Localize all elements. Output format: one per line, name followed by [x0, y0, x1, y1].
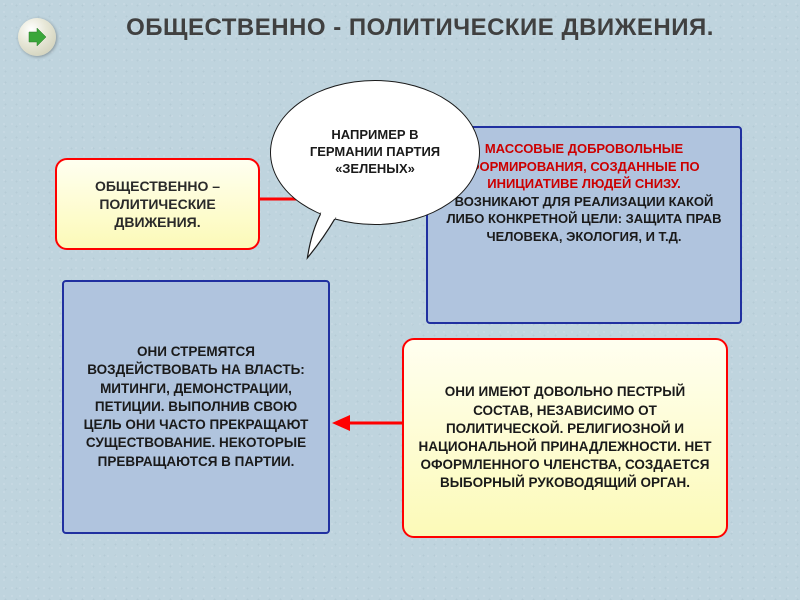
box-definition-label: ОБЩЕСТВЕННО – ПОЛИТИЧЕСКИЕ ДВИЖЕНИЯ.: [55, 158, 260, 250]
callout-example: НАПРИМЕР В ГЕРМАНИИ ПАРТИЯ «ЗЕЛЕНЫХ»: [270, 80, 480, 225]
box-composition: ОНИ ИМЕЮТ ДОВОЛЬНО ПЕСТРЫЙ СОСТАВ, НЕЗАВ…: [402, 338, 728, 538]
nav-next-button[interactable]: [18, 18, 56, 56]
callout-bubble: НАПРИМЕР В ГЕРМАНИИ ПАРТИЯ «ЗЕЛЕНЫХ»: [270, 80, 480, 225]
page-title: ОБЩЕСТВЕННО - ПОЛИТИЧЕСКИЕ ДВИЖЕНИЯ.: [80, 14, 760, 43]
box-text: ВОЗНИКАЮТ ДЛЯ РЕАЛИЗАЦИИ КАКОЙ ЛИБО КОНК…: [446, 194, 721, 244]
box-text: ОНИ СТРЕМЯТСЯ ВОЗДЕЙСТВОВАТЬ НА ВЛАСТЬ: …: [78, 343, 314, 471]
box-text: ОБЩЕСТВЕННО – ПОЛИТИЧЕСКИЕ ДВИЖЕНИЯ.: [71, 177, 244, 232]
callout-tail-icon: [305, 210, 345, 265]
arrow-right-icon: [26, 26, 48, 48]
arrow-connector: [330, 408, 405, 438]
box-influence: ОНИ СТРЕМЯТСЯ ВОЗДЕЙСТВОВАТЬ НА ВЛАСТЬ: …: [62, 280, 330, 534]
box-text-highlight: МАССОВЫЕ ДОБРОВОЛЬНЫЕ ФОРМИРОВАНИЯ, СОЗД…: [468, 141, 699, 191]
box-text: ОНИ ИМЕЮТ ДОВОЛЬНО ПЕСТРЫЙ СОСТАВ, НЕЗАВ…: [418, 383, 712, 492]
callout-text: НАПРИМЕР В ГЕРМАНИИ ПАРТИЯ «ЗЕЛЕНЫХ»: [299, 127, 451, 178]
